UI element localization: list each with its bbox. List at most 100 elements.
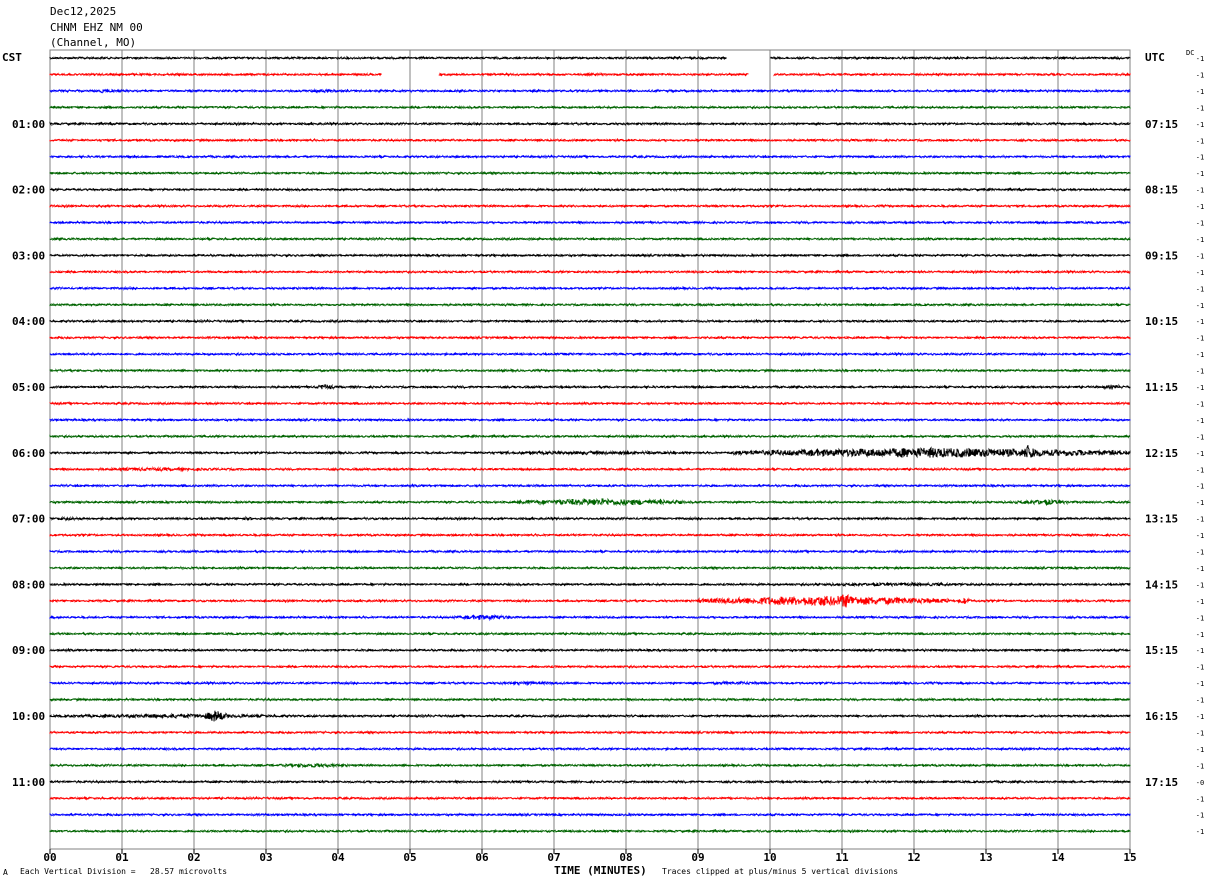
x-axis-title: TIME (MINUTES) xyxy=(554,864,647,877)
trace-line xyxy=(49,828,1131,834)
trace-line xyxy=(49,532,1131,538)
x-tick-label: 02 xyxy=(187,851,200,864)
header-date: Dec12,2025 xyxy=(50,5,117,18)
dc-offset-label: -1 xyxy=(1196,499,1204,507)
trace-line xyxy=(49,465,1131,473)
left-time-label: 06:00 xyxy=(12,447,45,460)
dc-offset-label: -1 xyxy=(1196,549,1204,557)
dc-offset-label: -1 xyxy=(1196,335,1204,343)
dc-offset-label: -1 xyxy=(1196,433,1204,441)
dc-offset-label: -1 xyxy=(1196,88,1204,96)
trace-line xyxy=(49,565,1131,571)
trace-line xyxy=(49,445,1131,459)
dc-offset-label: -1 xyxy=(1196,252,1204,260)
dc-offset-label: -1 xyxy=(1196,285,1204,293)
trace-line xyxy=(49,581,1131,588)
dc-offset-label: -1 xyxy=(1196,746,1204,754)
dc-offset-label: -1 xyxy=(1196,121,1204,129)
trace-line xyxy=(49,631,1131,637)
trace-line xyxy=(49,203,1131,209)
dc-offset-label: -1 xyxy=(1196,55,1204,63)
trace-line xyxy=(49,368,1131,373)
dc-offset-label: -1 xyxy=(1196,729,1204,737)
header-station: CHNM EHZ NM 00 xyxy=(50,21,143,34)
trace-line xyxy=(49,710,1131,722)
trace-line xyxy=(49,762,1131,769)
x-tick-label: 11 xyxy=(835,851,849,864)
left-time-label: 02:00 xyxy=(12,184,45,197)
trace-line xyxy=(49,746,1131,752)
dc-offset-label: -1 xyxy=(1196,187,1204,195)
dc-offset-label: -1 xyxy=(1196,417,1204,425)
dc-offset-label: -1 xyxy=(1196,516,1204,524)
trace-line xyxy=(49,483,1131,489)
trace-line xyxy=(49,795,1131,801)
trace-line xyxy=(49,812,1131,818)
right-time-label: 08:15 xyxy=(1145,184,1178,197)
trace-line xyxy=(49,779,1131,785)
trace-line xyxy=(49,252,1131,258)
dc-offset-label: -1 xyxy=(1196,137,1204,145)
right-time-label: 11:15 xyxy=(1145,381,1178,394)
dc-offset-label: -1 xyxy=(1196,680,1204,688)
dc-offset-label: -1 xyxy=(1196,384,1204,392)
dc-offset-label: -1 xyxy=(1196,71,1204,79)
left-time-label: 11:00 xyxy=(12,776,45,789)
trace-line xyxy=(49,302,1131,308)
x-tick-label: 15 xyxy=(1123,851,1136,864)
trace-line xyxy=(49,383,1131,391)
dc-offset-label: -1 xyxy=(1196,483,1204,491)
x-tick-label: 04 xyxy=(331,851,345,864)
dc-offset-label: -1 xyxy=(1196,368,1204,376)
x-tick-label: 13 xyxy=(979,851,992,864)
left-time-label: 05:00 xyxy=(12,381,45,394)
x-tick-label: 05 xyxy=(403,851,416,864)
right-timezone-label: UTC xyxy=(1145,51,1165,64)
dc-offset-label: -1 xyxy=(1196,697,1204,705)
trace-line xyxy=(49,137,1131,143)
left-time-label: 03:00 xyxy=(12,249,45,262)
trace-line xyxy=(49,730,1131,735)
dc-label: DC xyxy=(1186,49,1195,57)
x-tick-label: 00 xyxy=(43,851,56,864)
trace-line xyxy=(49,515,1131,522)
trace-line xyxy=(49,614,1131,622)
left-time-label: 07:00 xyxy=(12,513,45,526)
trace-line xyxy=(49,664,1131,670)
plot-frame xyxy=(49,49,1131,850)
trace-line xyxy=(49,401,1130,406)
trace-line xyxy=(49,497,1131,507)
trace-line xyxy=(49,219,1131,226)
trace-line xyxy=(49,87,1131,94)
dc-offset-label: -1 xyxy=(1196,400,1204,408)
right-time-label: 12:15 xyxy=(1145,447,1178,460)
right-time-label: 14:15 xyxy=(1145,578,1178,591)
trace-line xyxy=(49,170,1131,176)
dc-offset-label: -1 xyxy=(1196,828,1204,836)
dc-offset-label: -1 xyxy=(1196,302,1204,310)
trace-line xyxy=(49,187,1131,193)
trace-line xyxy=(49,697,1131,702)
dc-offset-label: -1 xyxy=(1196,565,1204,573)
dc-offset-label: -1 xyxy=(1196,812,1204,820)
dc-offset-label: -1 xyxy=(1196,203,1204,211)
right-time-label: 13:15 xyxy=(1145,513,1178,526)
plot-labels: 00 01 02 03 04 05 06 07 08 09 10 11 12 13 14 15 -1 -1 -1 -1… xyxy=(12,55,1204,864)
dc-offset-label: -1 xyxy=(1196,647,1204,655)
dc-offset-label: -1 xyxy=(1196,664,1204,672)
dc-offset-label: -1 xyxy=(1196,450,1204,458)
trace-line xyxy=(49,351,1131,357)
x-tick-label: 06 xyxy=(475,851,489,864)
dc-offset-label: -1 xyxy=(1196,170,1204,178)
x-tick-label: 12 xyxy=(907,851,920,864)
dc-offset-label: -0 xyxy=(1196,779,1204,787)
trace-line xyxy=(49,335,1131,341)
dc-offset-label: -1 xyxy=(1196,269,1204,277)
dc-offset-label: -1 xyxy=(1196,713,1204,721)
trace-line xyxy=(49,154,1131,160)
left-time-label: 08:00 xyxy=(12,578,45,591)
right-time-label: 16:15 xyxy=(1145,710,1178,723)
right-time-label: 15:15 xyxy=(1145,644,1178,657)
x-tick-label: 03 xyxy=(259,851,272,864)
